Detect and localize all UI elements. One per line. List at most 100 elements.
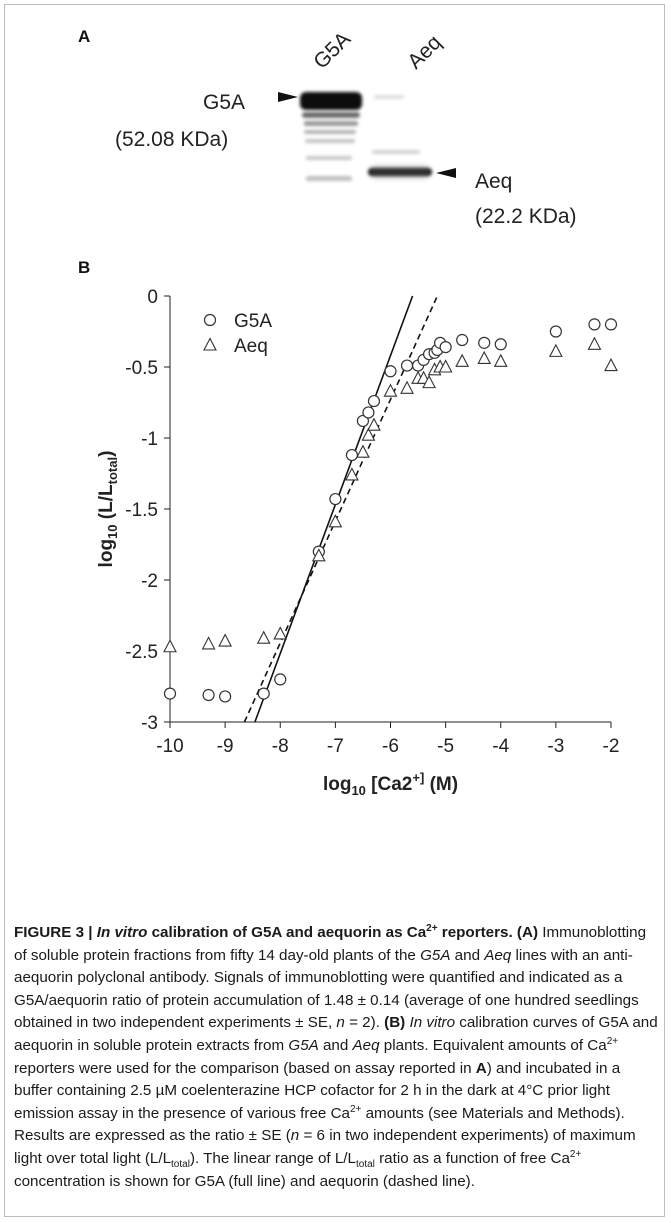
data-point-aeq [356,444,370,458]
fit-line-aeq-dashed [243,295,439,723]
data-point-aeq [477,350,492,365]
legend-label-g5a: G5A [234,311,272,332]
lane-label-g5a: G5A [309,28,355,74]
x-tick-label: -5 [437,736,454,757]
x-tick-label: -7 [327,736,344,757]
caption-text: concentration is shown for G5A (full lin… [14,1172,475,1190]
data-point-aeq [218,633,233,647]
data-point-g5a [274,673,287,686]
data-point-g5a [356,414,370,428]
caption-title-end: reporters. [437,924,513,941]
x-tick-label: -6 [382,736,399,757]
caption-sup: 2+ [569,1148,582,1160]
blot-band-g5a-main [300,92,362,110]
data-point-aeq [273,626,288,640]
data-point-aeq [163,639,177,653]
caption-title-pre: FIGURE 3 | [14,924,97,941]
data-point-aeq [256,630,271,644]
blot-band-aeq-faint [372,150,420,154]
data-point-g5a [439,341,452,354]
x-tick-label: -9 [217,736,234,757]
blot-band-g5a-faint [306,176,352,181]
panel-a-label: A [78,27,90,46]
caption-label-a: (A) [516,924,539,941]
band-size-aeq: (22.2 KDa) [475,205,577,228]
legend-marker-aeq [203,337,217,351]
caption-text: plants. Equivalent amounts of Ca [379,1036,607,1054]
caption-italic: G5A [420,946,451,964]
band-label-g5a: G5A [203,91,245,114]
data-point-aeq [400,380,414,394]
data-point-g5a [604,318,618,331]
data-point-aeq [604,357,618,372]
band-label-aeq: Aeq [475,170,512,193]
x-tick-label: -10 [156,736,183,757]
data-point-aeq [311,548,326,562]
data-point-g5a [367,394,381,408]
caption-text: amounts (see Materials and Methods). Res… [14,1104,625,1145]
fit-line-g5a-solid [254,295,414,723]
y-tick-label: 0 [147,287,158,308]
caption-italic: n [290,1127,300,1145]
figure-frame [4,4,665,1217]
caption-ref-a: A [475,1059,487,1077]
panel-b-label: B [78,258,90,277]
caption-title: FIGURE 3 | In vitro calibration of G5A a… [14,922,513,941]
caption-sup: 2+ [349,1103,362,1115]
y-tick-label: -2.5 [125,642,158,663]
data-point-aeq [361,427,376,441]
y-tick-label: -0.5 [125,358,158,379]
data-point-g5a [549,325,562,338]
blot-image [300,92,432,181]
x-tick-label: -3 [547,736,564,757]
caption-sup: 2+ [606,1035,619,1047]
y-tick-label: -2 [141,571,158,592]
data-point-aeq [328,514,343,528]
data-point-aeq [201,636,216,650]
caption-italic: n [336,1014,345,1032]
blot-band-aeq-smear [370,166,430,178]
caption-text: lines with an anti-aequorin polyclonal a… [14,946,639,1032]
caption-text: and [318,1036,353,1054]
x-tick-label: -4 [492,736,509,757]
caption-italic: In vitro [409,1014,456,1032]
caption-text: ratio as a function of free Ca [374,1149,570,1167]
data-point-g5a [588,318,601,331]
data-point-aeq [548,343,563,357]
data-point-aeq [383,383,398,397]
blot-band-g5a-faint [304,130,356,134]
data-point-g5a [362,406,375,419]
figure-caption: FIGURE 3 | In vitro calibration of G5A a… [14,922,658,1193]
data-point-g5a [478,336,491,349]
caption-text: ). The linear range of L/L [189,1149,356,1167]
band-size-g5a: (52.08 KDa) [115,128,228,151]
caption-text: Immunoblotting of soluble protein fracti… [14,924,647,964]
data-point-g5a [494,338,507,351]
y-axis-title: log10 (L/Ltotal) [96,451,120,568]
arrowhead-g5a [278,92,298,102]
figure-graphics: A G5A Aeq G5A (52.08 KDa) Aeq (22.2 KDa)… [78,27,619,798]
blot-band-aeq-faint [374,95,404,99]
caption-italic: G5A [288,1036,319,1054]
lane-label-aeq: Aeq [403,31,446,74]
y-tick-label: -3 [141,713,158,734]
caption-text: calibration curves of G5A and aequorin i… [14,1014,658,1054]
blot-band-g5a-secondary [302,112,360,118]
legend-marker-g5a [203,313,217,327]
data-point-g5a [329,492,342,506]
caption-sub: total [355,1158,375,1170]
data-point-aeq [455,353,470,367]
data-point-g5a [257,687,270,700]
caption-text: reporters were used for the comparison (… [14,1059,476,1077]
blot-band-g5a-faint [304,121,358,126]
data-point-g5a [219,690,232,703]
caption-label-b: (B) [384,1014,406,1032]
legend-label-aeq: Aeq [234,336,268,357]
caption-sup: 2+ [426,922,438,934]
calibration-chart: -10 -9 -8 -7 -6 -5 -4 -3 -2 0 -0.5 -1 -1.5 -2 -2.5 -3 lo… [96,287,619,798]
x-tick-label: -8 [272,736,289,757]
y-tick-label: -1.5 [125,500,158,521]
caption-text: and [450,946,485,964]
x-tick-label: -2 [603,736,620,757]
